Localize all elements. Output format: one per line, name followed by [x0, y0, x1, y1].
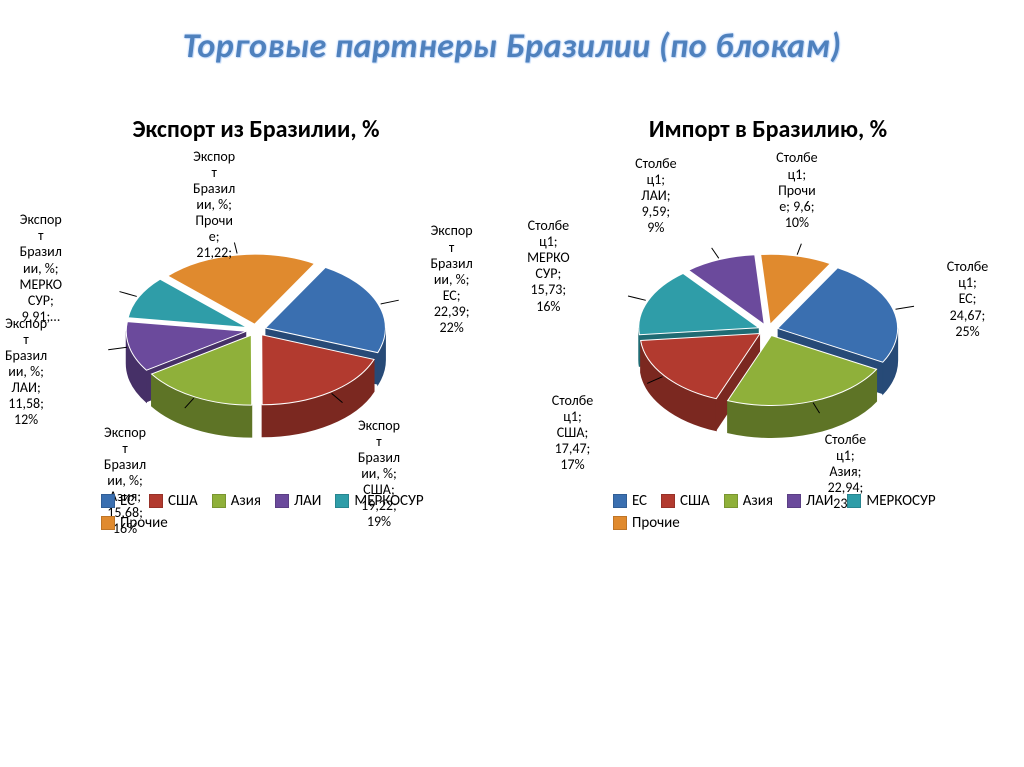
pie-label-ec: Экспор т Бразил ии, %; ЕС; 22,39; 22%	[431, 223, 473, 336]
legend-item-other: Прочие	[101, 514, 168, 532]
legend-label-other: Прочие	[120, 514, 168, 532]
legend-item-usa: США	[149, 492, 198, 510]
pie-label-lai: Столбе ц1; ЛАИ; 9,59; 9%	[635, 156, 676, 236]
charts-row: Экспорт из Бразилии, % Экспор т Бразил и…	[0, 115, 1024, 550]
legend-item-mercosur: МЕРКОСУР	[335, 492, 423, 510]
export-pie: Экспор т Бразил ии, %; ЕС; 22,39; 22% Экс…	[21, 150, 491, 550]
legend-item-usa: США	[661, 492, 710, 510]
pie-legend: ЕС США Азия ЛАИ МЕРКОСУР Прочие	[613, 490, 953, 534]
legend-label-usa: США	[168, 492, 198, 510]
pie-label-other: Столбе ц1; Проч­и е; 9,6; 10%	[776, 150, 817, 230]
legend-label-usa: США	[680, 492, 710, 510]
legend-label-asia: Азия	[231, 492, 261, 510]
legend-swatch-usa	[661, 494, 675, 508]
import-pie: Столбе ц1; ЕС; 24,67; 25%Столбе ц1; Азия…	[533, 150, 1003, 550]
legend-label-lai: ЛАИ	[294, 492, 321, 510]
legend-item-lai: ЛАИ	[275, 492, 321, 510]
pie-label-mercosur: Столбе ц1; МЕРКО СУР; 15,73; 16%	[527, 218, 570, 315]
legend-item-asia: Азия	[212, 492, 261, 510]
legend-label-other: Прочие	[632, 514, 680, 532]
legend-swatch-ec	[101, 494, 115, 508]
export-chart-title: Экспорт из Бразилии, %	[132, 115, 379, 144]
pie-label-other: Экспор т Бразил ии, %; Проч­и е; 21,22;	[193, 149, 235, 262]
legend-swatch-lai	[787, 494, 801, 508]
page-title: Торговые партнеры Бразилии (по блокам)	[0, 0, 1024, 75]
import-chart-title: Импорт в Бразилию, %	[649, 115, 887, 144]
pie-legend: ЕС США Азия ЛАИ МЕРКОСУР Прочие	[101, 490, 441, 534]
pie-label-usa: Столбе ц1; США; 17,47; 17%	[552, 393, 593, 473]
legend-label-asia: Азия	[743, 492, 773, 510]
legend-swatch-mercosur	[847, 494, 861, 508]
legend-item-other: Прочие	[613, 514, 680, 532]
legend-label-mercosur: МЕРКОСУР	[354, 492, 423, 510]
legend-swatch-lai	[275, 494, 289, 508]
legend-item-ec: ЕС	[101, 492, 135, 510]
legend-label-lai: ЛАИ	[806, 492, 833, 510]
legend-item-asia: Азия	[724, 492, 773, 510]
legend-swatch-asia	[212, 494, 226, 508]
export-chart: Экспорт из Бразилии, % Экспор т Бразил и…	[21, 115, 491, 550]
legend-swatch-other	[613, 516, 627, 530]
pie-label-lai: Экспор т Бразил ии, %; ЛАИ; 11,58; 12%	[5, 316, 47, 429]
legend-swatch-asia	[724, 494, 738, 508]
legend-item-mercosur: МЕРКОСУР	[847, 492, 935, 510]
legend-swatch-usa	[149, 494, 163, 508]
legend-label-ec: ЕС	[632, 492, 647, 510]
import-chart: Импорт в Бразилию, % Столбе ц1; ЕС; 24,6…	[533, 115, 1003, 550]
legend-swatch-ec	[613, 494, 627, 508]
legend-label-mercosur: МЕРКОСУР	[866, 492, 935, 510]
legend-swatch-mercosur	[335, 494, 349, 508]
legend-label-ec: ЕС	[120, 492, 135, 510]
legend-item-lai: ЛАИ	[787, 492, 833, 510]
legend-swatch-other	[101, 516, 115, 530]
legend-item-ec: ЕС	[613, 492, 647, 510]
pie-label-mercosur: Экспор т Бразил ии, %; МЕРКО СУР; 9,91;…	[20, 212, 63, 325]
pie-label-ec: Столбе ц1; ЕС; 24,67; 25%	[947, 259, 988, 339]
